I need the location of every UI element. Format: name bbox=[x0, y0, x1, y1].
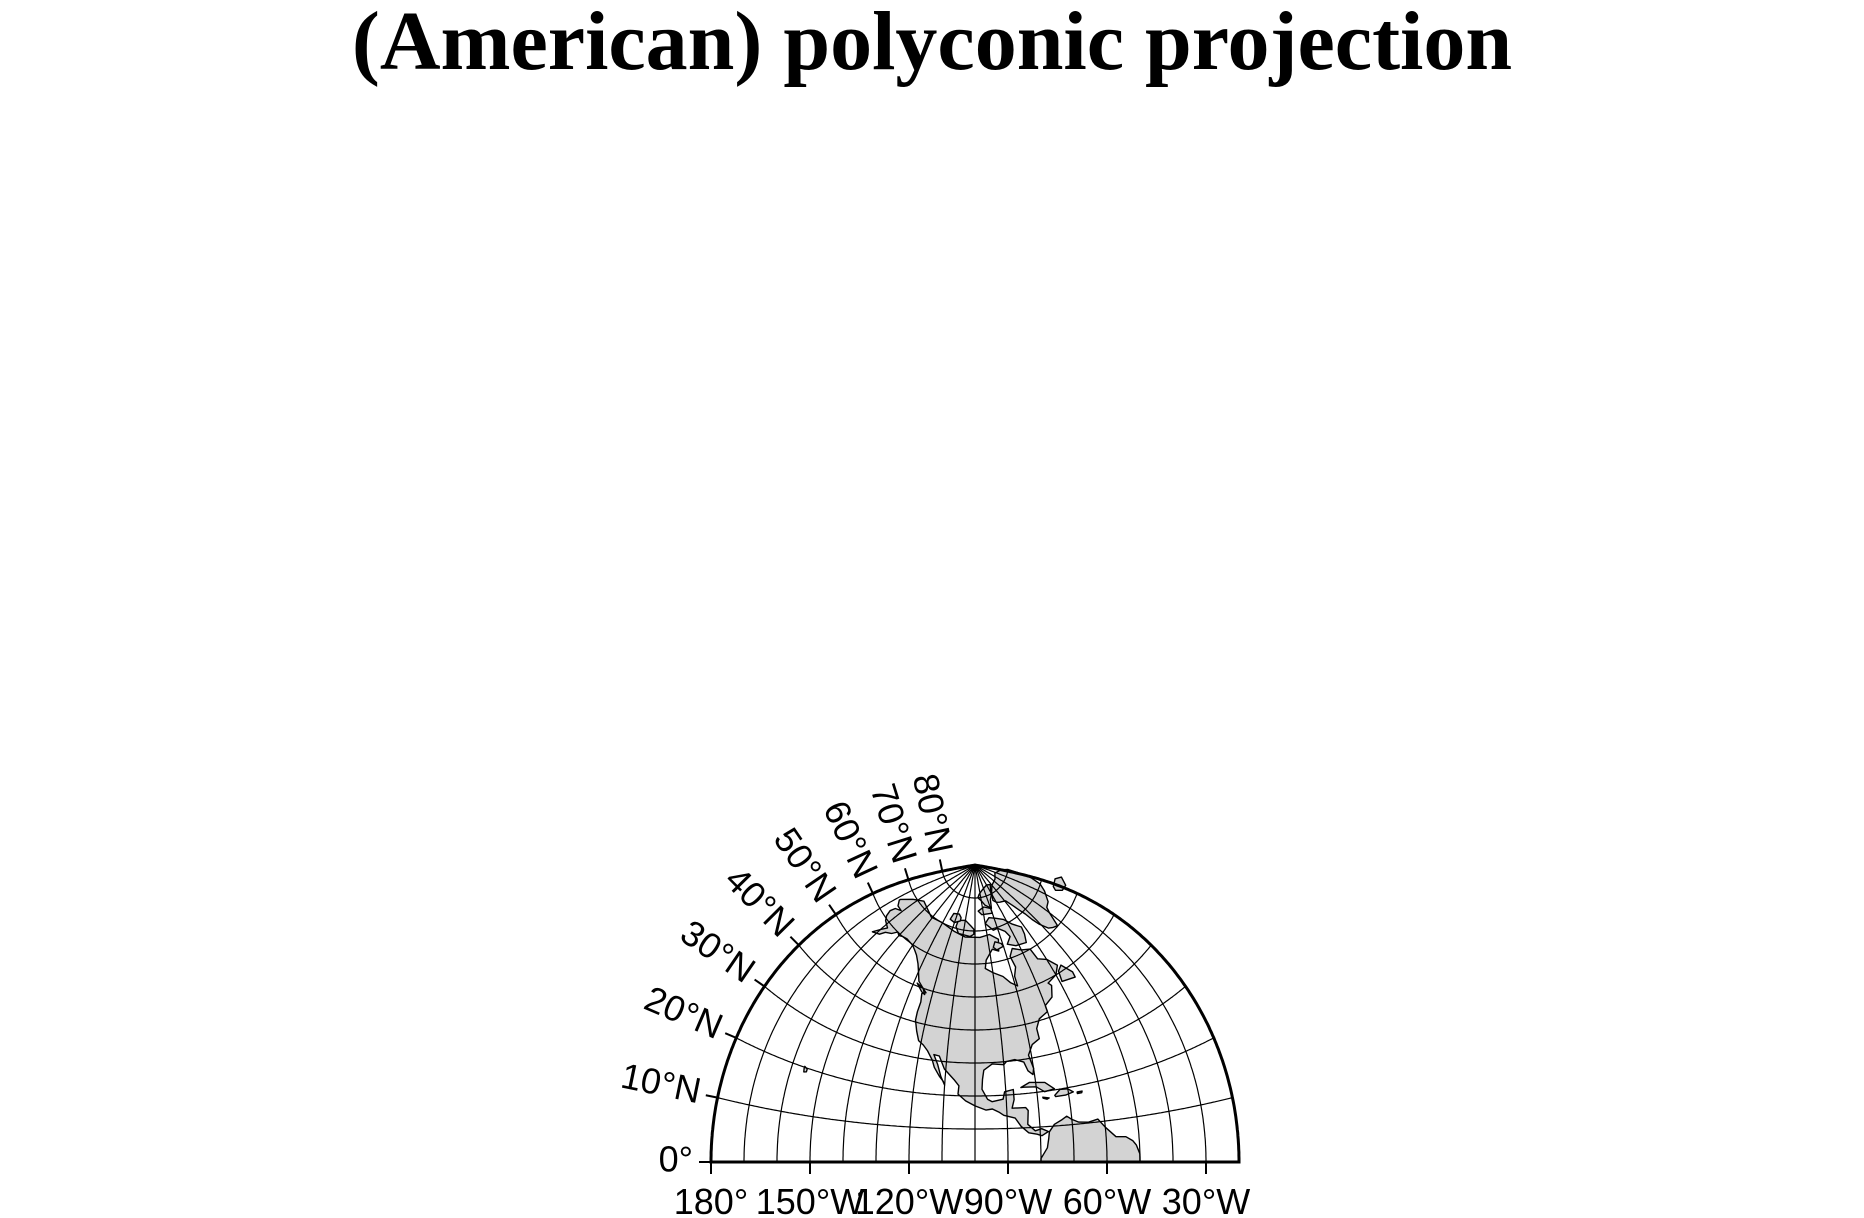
lat-tick bbox=[705, 1094, 718, 1099]
parallel-line bbox=[798, 944, 1152, 1031]
meridian-line bbox=[974, 864, 1141, 1162]
parallel-line bbox=[907, 879, 1043, 932]
meridian-line bbox=[842, 864, 976, 1162]
map-title: (American) polyconic projection bbox=[351, 0, 1513, 88]
map-frame bbox=[709, 863, 1241, 1164]
map-border bbox=[709, 863, 1241, 1164]
meridian-line bbox=[908, 864, 976, 1162]
lon-label: 120°W bbox=[855, 1181, 963, 1218]
parallel-line bbox=[872, 893, 1078, 965]
lon-label: 60°W bbox=[1063, 1181, 1151, 1218]
lon-label: 30°W bbox=[1162, 1181, 1250, 1218]
parallel-line bbox=[835, 914, 1115, 998]
lat-tick bbox=[789, 935, 800, 946]
landmass-14 bbox=[916, 982, 926, 996]
land-layer bbox=[803, 868, 1141, 1163]
lat-tick bbox=[903, 868, 910, 881]
parallel-line bbox=[941, 870, 1009, 899]
meridian-line bbox=[809, 864, 976, 1162]
lon-label: 90°W bbox=[964, 1181, 1052, 1218]
lat-label: 30°N bbox=[673, 911, 763, 990]
parallel-line bbox=[735, 1037, 1215, 1097]
meridian-line bbox=[974, 864, 1009, 1162]
lat-tick bbox=[938, 859, 944, 872]
lat-tick bbox=[828, 904, 837, 916]
landmass-16 bbox=[1040, 1115, 1141, 1163]
meridian-line bbox=[974, 864, 1108, 1162]
meridian-line bbox=[974, 864, 1207, 1162]
meridian-line bbox=[974, 864, 1042, 1162]
lat-tick bbox=[866, 882, 874, 894]
landmass-12 bbox=[1076, 1090, 1083, 1095]
landmass-11 bbox=[1042, 1096, 1050, 1100]
lat-tick bbox=[754, 978, 766, 988]
lat-label: 0° bbox=[659, 1138, 693, 1179]
meridian-line bbox=[941, 864, 976, 1162]
lon-label: 180° bbox=[674, 1181, 748, 1218]
meridian-line bbox=[743, 864, 976, 1162]
meridian-line bbox=[974, 864, 1075, 1162]
landmass-7 bbox=[992, 941, 1005, 951]
meridian-line bbox=[776, 864, 976, 1162]
meridian-line bbox=[875, 864, 976, 1162]
lon-label: 150°W bbox=[756, 1181, 864, 1218]
lat-label: 10°N bbox=[618, 1055, 705, 1111]
lat-label: 20°N bbox=[639, 978, 729, 1047]
parallel-line bbox=[717, 1097, 1233, 1130]
graticule bbox=[717, 864, 1233, 1162]
meridian-line bbox=[974, 864, 1174, 1162]
lat-tick bbox=[724, 1032, 737, 1039]
parallel-line bbox=[764, 985, 1186, 1064]
